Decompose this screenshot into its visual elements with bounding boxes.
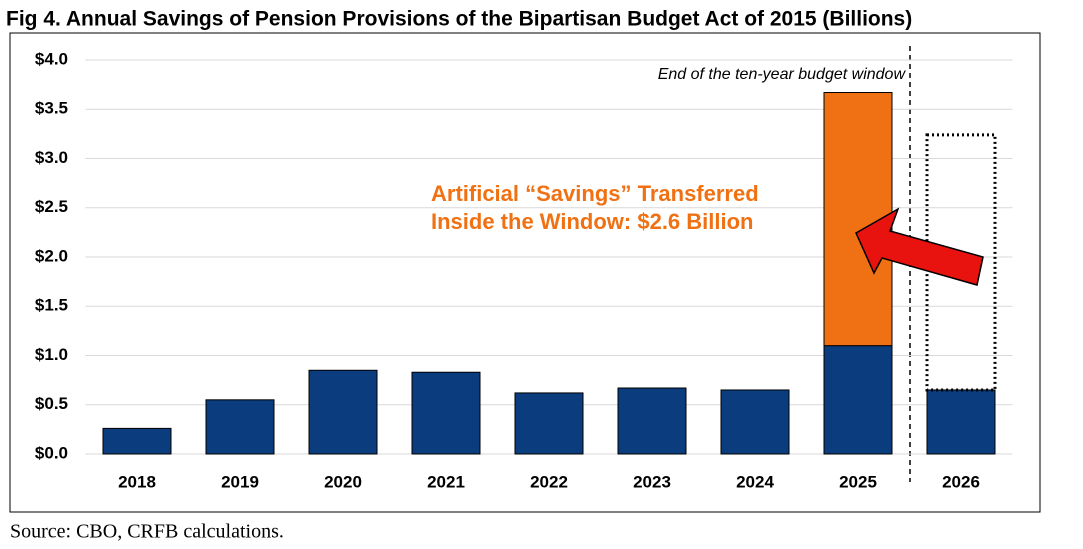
- x-tick-label: 2020: [324, 472, 362, 491]
- y-tick-label: $2.0: [35, 246, 68, 265]
- y-tick-label: $1.5: [35, 296, 68, 315]
- y-tick-label: $1.0: [35, 345, 68, 364]
- bar-segment: [823, 345, 893, 455]
- y-tick-label: $3.0: [35, 148, 68, 167]
- bar-segment: [514, 392, 584, 455]
- y-tick-label: $2.5: [35, 197, 68, 216]
- x-tick-label: 2025: [839, 472, 877, 491]
- y-tick-label: $4.0: [35, 49, 68, 68]
- y-tick-label: $0.5: [35, 394, 68, 413]
- bar-segment: [102, 427, 172, 455]
- x-tick-label: 2021: [427, 472, 465, 491]
- x-tick-label: 2019: [221, 472, 259, 491]
- x-tick-label: 2023: [633, 472, 671, 491]
- arrow: [855, 207, 984, 286]
- plot-area: $0.0 $0.5 $1.0 $1.5 $2.0 $2.5 $3.0 $3.5 $4.0 2018…: [35, 49, 1013, 491]
- x-tick-label: 2022: [530, 472, 568, 491]
- transfer-annotation: Artificial “Savings” Transferred: [431, 181, 759, 206]
- y-tick-label: $0.0: [35, 443, 68, 462]
- y-tick-label: $3.5: [35, 99, 68, 118]
- transfer-annotation: Inside the Window: $2.6 Billion: [431, 209, 754, 234]
- source-note: Source: CBO, CRFB calculations.: [10, 521, 284, 543]
- x-tick-label: 2024: [736, 472, 774, 491]
- x-tick-label: 2018: [118, 472, 156, 491]
- window-annotation: End of the ten-year budget window: [658, 66, 907, 83]
- bar-segment: [617, 387, 687, 455]
- chart-title: Fig 4. Annual Savings of Pension Provisi…: [6, 8, 912, 31]
- bar-segment: [205, 399, 275, 455]
- bar-segment: [925, 133, 997, 392]
- chart-frame: [9, 32, 1041, 513]
- x-tick-label: 2026: [942, 472, 980, 491]
- bar-segment: [720, 389, 790, 455]
- bar-segment: [411, 371, 481, 455]
- bar-segment: [926, 389, 996, 455]
- bar-segment: [308, 369, 378, 455]
